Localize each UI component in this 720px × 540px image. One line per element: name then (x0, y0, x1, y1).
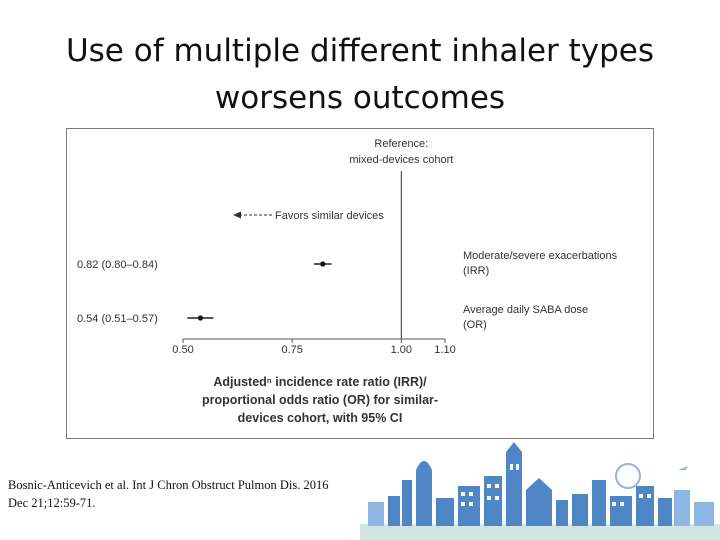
x-axis-title-line-3: devices cohort, with 95% CI (238, 411, 403, 425)
slide-title-line-1: Use of multiple different inhaler types (65, 33, 655, 69)
series-2-value-label: 0.54 (0.51–0.57) (77, 313, 158, 325)
series-2-name-line-1: Average daily SABA dose (463, 304, 588, 316)
x-axis-title-line-1: Adjustedⁿ incidence rate ratio (IRR)/ (213, 375, 427, 389)
favors-arrow-head (233, 211, 241, 219)
favors-label: Favors similar devices (275, 210, 384, 222)
series-1-value-label: 0.82 (0.80–0.84) (77, 259, 158, 271)
x-tick-label: 0.50 (172, 344, 193, 356)
forest-plot-figure: Reference: mixed-devices cohort Favors s… (66, 128, 654, 439)
slide-title: Use of multiple different inhaler types … (0, 28, 720, 122)
city-skyline-illustration (360, 442, 720, 540)
skyline-buildings-light (368, 463, 714, 526)
x-tick-label: 1.10 (434, 344, 455, 356)
series-1-estimate-point (320, 261, 326, 267)
series-1-name-line-1: Moderate/severe exacerbations (463, 250, 618, 262)
reference-label-line-1: Reference: (374, 138, 428, 150)
skyline-ground (360, 524, 720, 540)
reference-label-line-2: mixed-devices cohort (349, 154, 453, 166)
citation-line-2: Dec 21;12:59-71. (8, 496, 96, 510)
series-2-estimate-point (197, 315, 204, 321)
x-tick-label: 1.00 (391, 344, 412, 356)
citation-line-1: Bosnic-Anticevich et al. Int J Chron Obs… (8, 478, 329, 492)
x-axis-title-line-2: proportional odds ratio (OR) for similar… (202, 393, 438, 407)
slide-title-line-2: worsens outcomes (214, 80, 506, 116)
series-2-name-line-2: (OR) (463, 319, 487, 331)
citation: Bosnic-Anticevich et al. Int J Chron Obs… (8, 476, 388, 512)
series-1-name-line-2: (IRR) (463, 265, 489, 277)
skyline-buildings (388, 442, 672, 526)
x-tick-label: 0.75 (281, 344, 302, 356)
x-axis-ticks: 0.50 0.75 1.00 1.10 (172, 339, 456, 356)
skyline-windows (461, 464, 651, 506)
forest-plot-svg: Reference: mixed-devices cohort Favors s… (77, 138, 618, 425)
